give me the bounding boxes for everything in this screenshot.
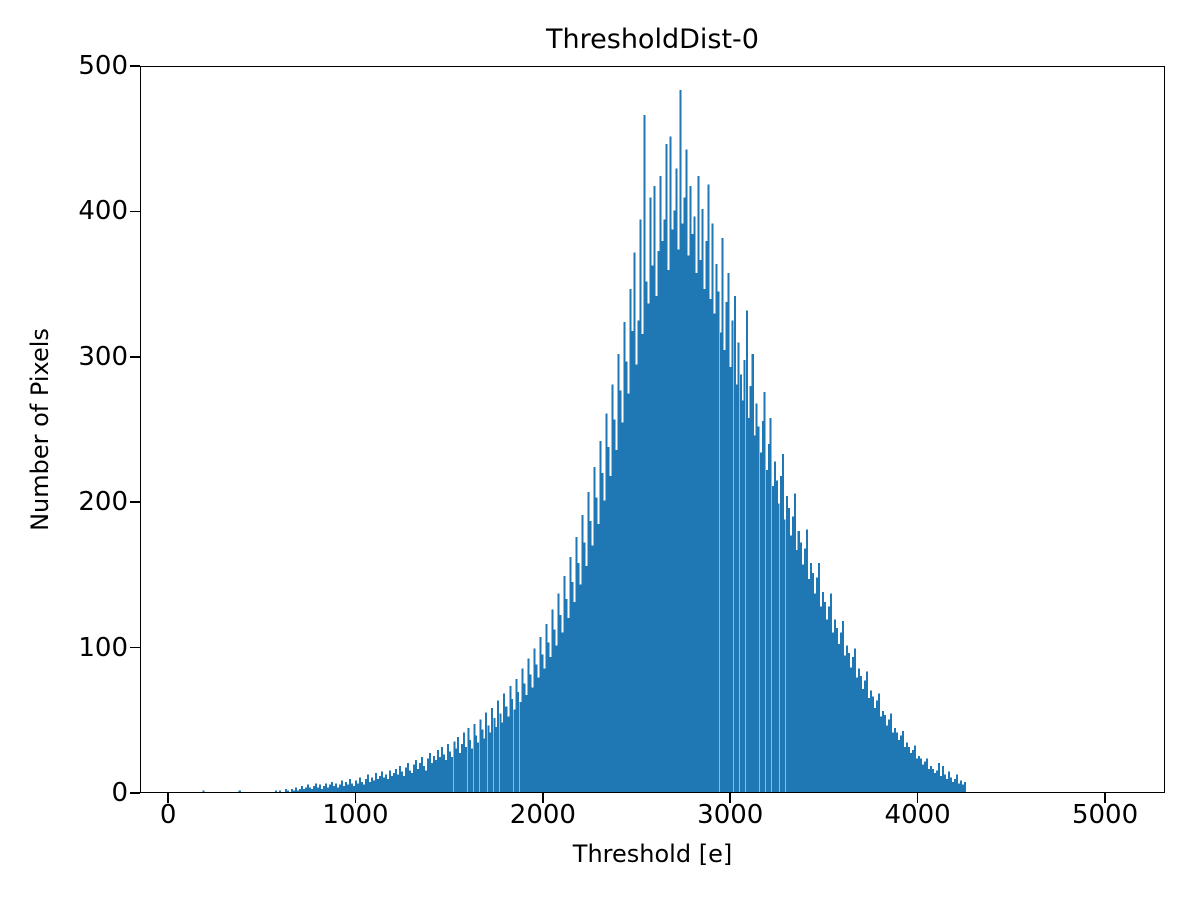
y-axis-tick-mark [130,646,140,649]
x-axis-tick-mark [167,793,169,803]
x-axis-tick-mark [916,793,919,803]
y-axis-tick-mark [130,792,140,794]
y-axis-tick-mark [130,501,140,503]
histogram-bars [202,90,967,792]
x-axis-tick-label: 1000 [322,800,389,830]
y-axis-tick-label: 0 [111,778,128,808]
y-axis-tick-label: 200 [78,487,128,518]
y-axis-tick-mark [130,210,140,213]
y-axis-label: Number of Pixels [26,328,54,531]
x-axis-tick-label: 3000 [697,800,764,830]
x-axis-tick-mark [1104,793,1106,803]
y-axis-tick-label: 300 [78,341,128,372]
x-axis-label: Threshold [e] [572,840,733,868]
y-axis-tick-label: 400 [78,196,128,227]
x-axis-tick-label: 0 [159,800,177,830]
x-axis-tick-mark [354,793,357,803]
y-axis-tick-mark [130,65,140,67]
x-axis-tick-label: 2000 [509,800,576,830]
y-axis-tick-label: 500 [78,51,128,81]
x-axis-tick-mark [729,793,732,803]
plot-area [140,66,1165,793]
y-axis-tick-label: 100 [78,632,128,663]
chart-title: ThresholdDist-0 [546,24,759,55]
histogram-bar-series [202,90,967,792]
x-axis-tick-label: 4000 [884,800,951,830]
x-axis-tick-label: 5000 [1071,800,1139,830]
x-axis-tick-mark [542,793,544,803]
y-axis-tick-mark [130,356,140,358]
